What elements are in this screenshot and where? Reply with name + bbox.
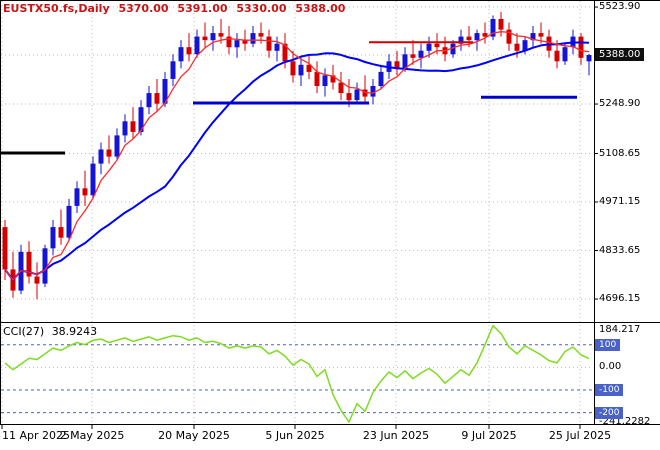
- price-axis-label: 4833.65: [599, 244, 641, 256]
- cci-axis-label: 184.217: [599, 324, 641, 335]
- chart-ohlc-header: EUSTX50.fs,Daily 5370.00 5391.00 5330.00…: [3, 2, 350, 15]
- cci-axis-label: -241.2282: [599, 416, 651, 427]
- price-axis-label: 5248.90: [599, 98, 641, 110]
- price-axis[interactable]: 5523.90 5388.00 5248.90 5108.65 4971.15 4833.…: [594, 0, 660, 427]
- time-axis-label: 5 Jun 2025: [265, 429, 325, 442]
- price-axis-label: 4971.15: [599, 196, 641, 207]
- time-axis-label: 25 Jul 2025: [548, 429, 612, 442]
- indicator-value: 38.9243: [51, 325, 98, 338]
- current-price-badge: 5388.00: [595, 47, 645, 61]
- time-axis-label: 9 Jul 2025: [461, 429, 517, 442]
- high-value: 5391.00: [177, 2, 228, 15]
- time-axis[interactable]: 11 Apr 2025 2 May 2025 20 May 2025 5 Jun 20…: [0, 425, 660, 450]
- close-value: 5388.00: [295, 2, 346, 15]
- open-value: 5370.00: [118, 2, 169, 15]
- cci-level-badge: 100: [595, 338, 621, 351]
- low-value: 5330.00: [236, 2, 287, 15]
- price-axis-label: 5108.65: [599, 147, 641, 159]
- indicator-name: CCI(27): [3, 325, 45, 338]
- time-axis-label: 20 May 2025: [158, 429, 230, 442]
- time-axis-label: 2 May 2025: [59, 429, 125, 442]
- price-axis-label: 5523.90: [599, 1, 641, 13]
- cci-level-badge: -100: [595, 384, 624, 397]
- indicator-header: CCI(27) 38.9243: [3, 325, 101, 338]
- time-axis-label: 23 Jun 2025: [362, 429, 430, 442]
- price-axis-label: 4696.15: [599, 293, 641, 305]
- time-axis-label: 11 Apr 2025: [2, 429, 71, 442]
- symbol-timeframe-label: EUSTX50.fs,Daily: [3, 2, 110, 15]
- cci-level-badge: -200: [595, 406, 624, 419]
- cci-axis-label: 0.00: [599, 361, 622, 373]
